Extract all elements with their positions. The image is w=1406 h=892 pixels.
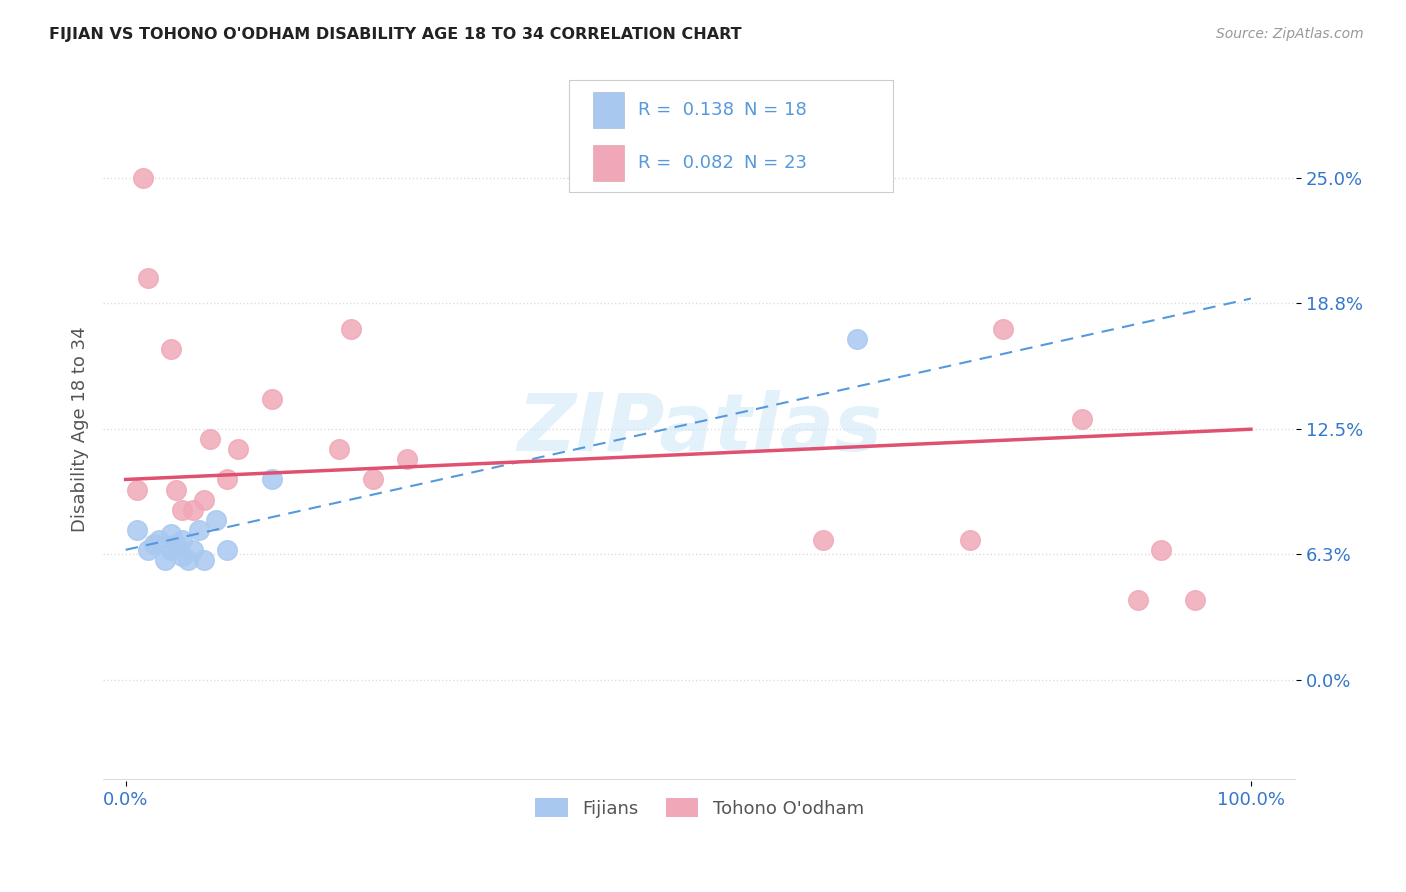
Text: ZIPatlas: ZIPatlas <box>517 390 882 468</box>
Point <box>813 533 835 547</box>
Point <box>260 473 283 487</box>
Point <box>1128 593 1150 607</box>
Point <box>142 537 165 551</box>
Point <box>153 553 176 567</box>
Point <box>170 549 193 563</box>
Point <box>1071 412 1094 426</box>
Point <box>193 553 215 567</box>
Text: N = 23: N = 23 <box>744 154 807 172</box>
Point <box>148 533 170 547</box>
Point <box>215 473 238 487</box>
Point <box>170 533 193 547</box>
Point <box>1150 542 1173 557</box>
Point <box>339 322 361 336</box>
Point <box>959 533 981 547</box>
Point <box>993 322 1015 336</box>
Point <box>159 342 181 356</box>
Point <box>159 542 181 557</box>
Point <box>198 432 221 446</box>
Point <box>193 492 215 507</box>
Point <box>846 332 869 346</box>
Point <box>125 483 148 497</box>
Point <box>170 502 193 516</box>
Point <box>395 452 418 467</box>
Point <box>181 542 204 557</box>
Point <box>226 442 249 457</box>
Point <box>165 537 187 551</box>
Point <box>215 542 238 557</box>
Point <box>181 502 204 516</box>
Point <box>136 542 159 557</box>
Point <box>1184 593 1206 607</box>
Text: FIJIAN VS TOHONO O'ODHAM DISABILITY AGE 18 TO 34 CORRELATION CHART: FIJIAN VS TOHONO O'ODHAM DISABILITY AGE … <box>49 27 742 42</box>
Text: N = 18: N = 18 <box>744 101 807 119</box>
Point <box>159 526 181 541</box>
Legend: Fijians, Tohono O'odham: Fijians, Tohono O'odham <box>529 791 870 825</box>
Point <box>204 513 226 527</box>
Point <box>187 523 209 537</box>
Point <box>260 392 283 406</box>
Point <box>176 553 198 567</box>
Text: Source: ZipAtlas.com: Source: ZipAtlas.com <box>1216 27 1364 41</box>
Text: R =  0.082: R = 0.082 <box>638 154 734 172</box>
Point <box>165 483 187 497</box>
Text: R =  0.138: R = 0.138 <box>638 101 734 119</box>
Point <box>328 442 350 457</box>
Point <box>136 271 159 285</box>
Point <box>361 473 384 487</box>
Y-axis label: Disability Age 18 to 34: Disability Age 18 to 34 <box>72 326 89 532</box>
Point <box>125 523 148 537</box>
Point <box>131 170 153 185</box>
